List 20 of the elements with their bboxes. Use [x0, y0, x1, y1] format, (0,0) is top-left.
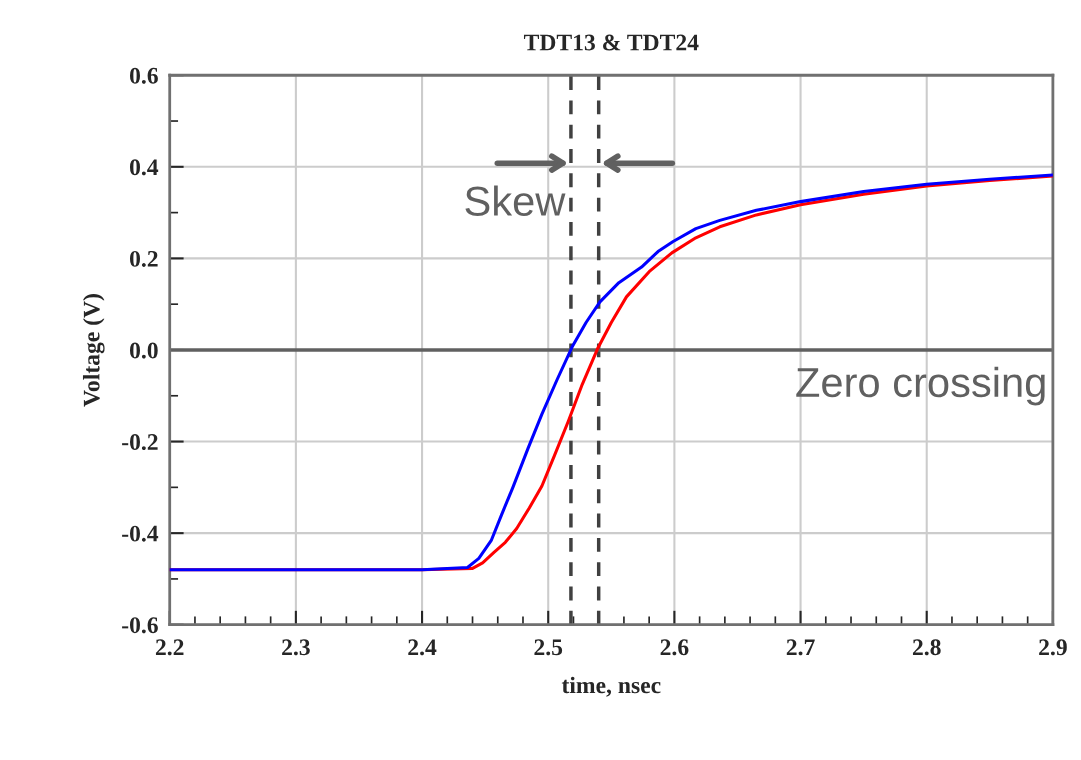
y-tick-label: -0.6 — [122, 617, 158, 634]
y-tick-label: -0.4 — [122, 525, 159, 542]
y-tick-label: 0.0 — [129, 342, 158, 359]
annotation: Skew — [465, 185, 566, 216]
chart-title: TDT13 & TDT24 — [523, 34, 699, 51]
x-tick-label: 2.8 — [912, 639, 941, 656]
y-tick-label: 0.2 — [129, 250, 158, 267]
ref-line-label: Zero crossing — [796, 366, 1045, 406]
x-tick-label: 2.3 — [282, 639, 310, 656]
x-tick-label: 2.2 — [155, 639, 184, 656]
x-tick-label: 2.5 — [534, 639, 563, 656]
y-tick-label: 0.6 — [129, 67, 158, 84]
y-tick-label: 0.4 — [129, 159, 159, 176]
x-tick-label: 2.7 — [786, 639, 815, 656]
x-axis-title: time, nsec — [561, 676, 661, 697]
y-axis-title: Voltage (V) — [82, 294, 105, 407]
x-tick-label: 2.4 — [408, 639, 437, 656]
x-tick-label: 2.9 — [1039, 639, 1067, 656]
x-tick-label: 2.6 — [660, 639, 689, 656]
y-tick-label: -0.2 — [122, 434, 158, 451]
